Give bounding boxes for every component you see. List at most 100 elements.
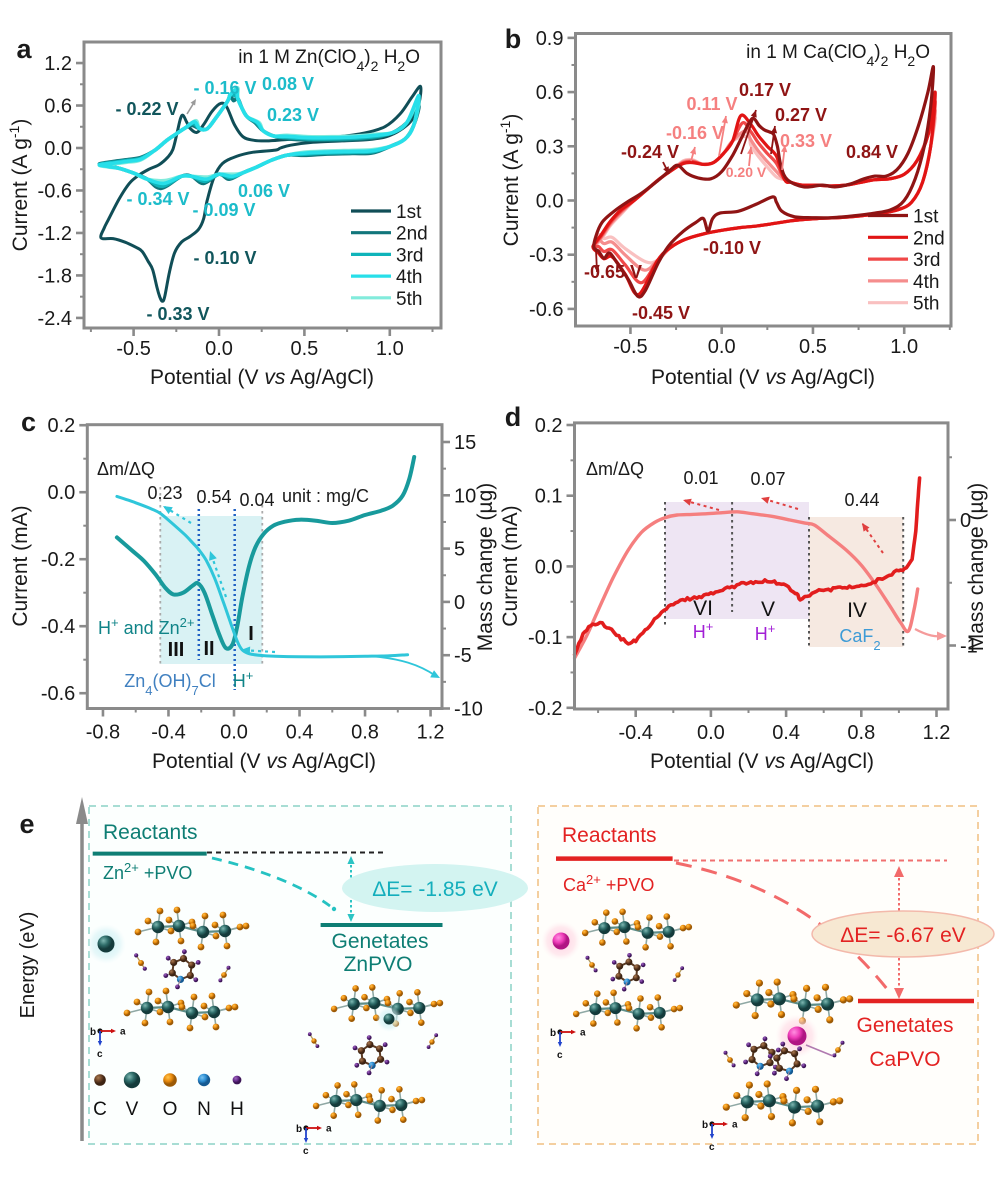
svg-text:Current (A g-1): Current (A g-1) <box>497 114 523 247</box>
svg-text:0.1: 0.1 <box>535 486 563 508</box>
svg-text:0.8: 0.8 <box>847 722 875 744</box>
svg-text:Energy (eV): Energy (eV) <box>17 912 39 1019</box>
svg-text:N: N <box>197 1099 211 1120</box>
svg-text:Reactants: Reactants <box>103 821 198 844</box>
svg-text:a: a <box>16 34 32 64</box>
svg-text:Potential (V vs Ag/AgCl): Potential (V vs Ag/AgCl) <box>152 750 376 773</box>
svg-text:V: V <box>126 1099 139 1120</box>
svg-text:b: b <box>296 1124 302 1135</box>
svg-text:1.2: 1.2 <box>44 53 72 75</box>
svg-text:-0.10 V: -0.10 V <box>703 238 761 258</box>
svg-text:V: V <box>761 598 775 621</box>
svg-text:0.0: 0.0 <box>205 338 233 360</box>
svg-text:-0.4: -0.4 <box>41 616 75 638</box>
svg-text:-0.65 V: -0.65 V <box>584 262 642 282</box>
svg-text:Potential (V vs Ag/AgCl): Potential (V vs Ag/AgCl) <box>651 366 875 389</box>
svg-text:0.20 V: 0.20 V <box>726 164 767 180</box>
svg-text:ΔE= -1.85 eV: ΔE= -1.85 eV <box>372 878 498 901</box>
svg-text:Potential (V vs Ag/AgCl): Potential (V vs Ag/AgCl) <box>150 366 374 389</box>
svg-text:0.0: 0.0 <box>697 722 725 744</box>
svg-text:H+: H+ <box>755 621 776 645</box>
svg-text:-5: -5 <box>454 645 472 667</box>
svg-text:1.2: 1.2 <box>417 722 445 744</box>
svg-text:0.4: 0.4 <box>772 722 800 744</box>
svg-text:Mass change (µg): Mass change (µg) <box>965 483 988 652</box>
svg-text:0.9: 0.9 <box>536 28 564 50</box>
svg-text:in 1 M Zn(ClO4)2 H2O: in 1 M Zn(ClO4)2 H2O <box>238 47 420 74</box>
svg-text:0.8: 0.8 <box>351 722 379 744</box>
svg-text:10: 10 <box>454 485 476 507</box>
svg-text:0.04: 0.04 <box>239 490 274 510</box>
svg-text:b: b <box>550 1028 556 1039</box>
svg-text:0.0: 0.0 <box>220 722 248 744</box>
svg-text:Genetates: Genetates <box>332 930 429 953</box>
svg-text:0.2: 0.2 <box>535 415 563 437</box>
svg-text:2nd: 2nd <box>913 228 945 249</box>
svg-text:0.07: 0.07 <box>750 469 785 489</box>
svg-text:0.54: 0.54 <box>196 487 231 507</box>
svg-text:0.17 V: 0.17 V <box>739 80 791 100</box>
svg-text:II: II <box>203 638 214 660</box>
svg-text:IV: IV <box>847 599 867 622</box>
svg-text:1.0: 1.0 <box>890 336 918 358</box>
svg-text:-2.4: -2.4 <box>38 308 72 330</box>
svg-text:- 0.09 V: - 0.09 V <box>192 200 255 220</box>
svg-text:c: c <box>709 1142 715 1153</box>
svg-text:0.0: 0.0 <box>536 191 564 213</box>
svg-text:a: a <box>732 1120 738 1131</box>
svg-text:Current (A g-1): Current (A g-1) <box>6 119 32 252</box>
svg-text:4th: 4th <box>913 272 939 293</box>
svg-text:Ca2+ +PVO: Ca2+ +PVO <box>563 872 654 896</box>
svg-text:ΔE= -6.67 eV: ΔE= -6.67 eV <box>840 924 966 947</box>
svg-text:4th: 4th <box>396 267 422 288</box>
svg-text:0.23 V: 0.23 V <box>267 105 319 125</box>
svg-text:1.0: 1.0 <box>376 338 404 360</box>
svg-text:Δm/ΔQ: Δm/ΔQ <box>586 459 644 479</box>
svg-text:0.27 V: 0.27 V <box>775 105 827 125</box>
svg-text:in 1 M Ca(ClO4)2 H2O: in 1 M Ca(ClO4)2 H2O <box>746 42 930 69</box>
svg-text:III: III <box>168 639 185 661</box>
svg-text:c: c <box>97 1049 103 1060</box>
svg-text:0.0: 0.0 <box>44 138 72 160</box>
svg-text:H: H <box>230 1099 244 1120</box>
svg-text:H+: H+ <box>693 619 714 643</box>
svg-text:0.2: 0.2 <box>47 415 75 437</box>
svg-text:-0.16 V: -0.16 V <box>666 123 724 143</box>
svg-text:c: c <box>303 1146 309 1157</box>
svg-text:ZnPVO: ZnPVO <box>344 953 413 976</box>
svg-text:-0.2: -0.2 <box>528 698 562 720</box>
svg-text:5: 5 <box>454 539 465 561</box>
svg-text:O: O <box>163 1099 178 1120</box>
svg-text:C: C <box>93 1099 107 1120</box>
svg-text:-1.8: -1.8 <box>38 265 72 287</box>
svg-text:-0.24 V: -0.24 V <box>621 142 679 162</box>
svg-text:0.0: 0.0 <box>47 482 75 504</box>
svg-text:-0.6: -0.6 <box>41 683 75 705</box>
svg-text:0.01: 0.01 <box>683 468 718 488</box>
svg-text:0: 0 <box>960 510 971 532</box>
svg-text:Mass change (µg): Mass change (µg) <box>474 483 497 652</box>
svg-text:0.0: 0.0 <box>535 556 563 578</box>
svg-text:-0.6: -0.6 <box>529 299 563 321</box>
svg-text:- 0.22 V: - 0.22 V <box>115 99 178 119</box>
svg-text:0.0: 0.0 <box>708 336 736 358</box>
svg-text:- 0.10 V: - 0.10 V <box>193 248 256 268</box>
svg-text:Reactants: Reactants <box>562 824 657 847</box>
svg-text:unit : mg/C: unit : mg/C <box>282 486 369 506</box>
svg-text:-0.4: -0.4 <box>618 722 652 744</box>
svg-text:0.08 V: 0.08 V <box>262 74 314 94</box>
svg-text:0.44: 0.44 <box>844 490 879 510</box>
svg-text:Potential (V vs Ag/AgCl): Potential (V vs Ag/AgCl) <box>650 750 874 773</box>
svg-text:-0.8: -0.8 <box>86 722 120 744</box>
svg-text:a: a <box>326 1124 332 1135</box>
svg-text:b: b <box>505 24 522 54</box>
svg-text:Current (mA): Current (mA) <box>9 505 32 626</box>
svg-text:0.6: 0.6 <box>44 96 72 118</box>
svg-text:a: a <box>580 1028 586 1039</box>
svg-text:0.33 V: 0.33 V <box>780 131 832 151</box>
svg-text:3rd: 3rd <box>396 245 423 266</box>
svg-text:Δm/ΔQ: Δm/ΔQ <box>97 459 155 479</box>
svg-text:Genetates: Genetates <box>857 1014 954 1037</box>
svg-text:0.11 V: 0.11 V <box>686 94 737 114</box>
svg-text:1st: 1st <box>396 202 422 223</box>
